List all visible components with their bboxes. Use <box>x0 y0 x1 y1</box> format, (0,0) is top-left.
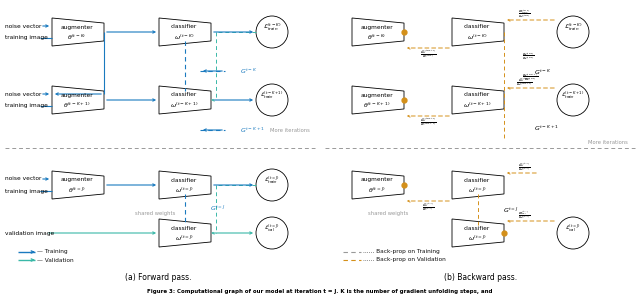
Text: $\frac{\partial G_t^{(t-K+1)}}{\partial\theta^{(t-K)}}$: $\frac{\partial G_t^{(t-K+1)}}{\partial\… <box>420 48 436 60</box>
Text: $\theta^{(t-K)}$: $\theta^{(t-K)}$ <box>67 32 86 42</box>
Circle shape <box>557 16 589 48</box>
Polygon shape <box>352 171 404 199</box>
Text: $G^{t=J}$: $G^{t=J}$ <box>503 205 518 215</box>
Polygon shape <box>452 18 504 46</box>
Text: shared weights: shared weights <box>368 211 408 216</box>
Text: $\mathcal{L}^{(t-K+1)}_{train}$: $\mathcal{L}^{(t-K+1)}_{train}$ <box>260 89 284 101</box>
Text: augmenter: augmenter <box>361 92 394 97</box>
Text: noise vector: noise vector <box>5 176 42 181</box>
Text: $G^{t-K+1}$: $G^{t-K+1}$ <box>534 123 559 133</box>
Text: ...... Back-prop on Training: ...... Back-prop on Training <box>363 249 440 255</box>
Text: classifier: classifier <box>464 225 490 230</box>
Text: $\theta^{(t-K+1)}$: $\theta^{(t-K+1)}$ <box>63 100 91 110</box>
Text: $\mathcal{L}^{(t=J)}_{val}$: $\mathcal{L}^{(t=J)}_{val}$ <box>264 222 280 234</box>
Text: $\mathcal{L}^{(t=J)}_{train}$: $\mathcal{L}^{(t=J)}_{train}$ <box>264 174 280 186</box>
Text: shared weights: shared weights <box>134 211 175 216</box>
Circle shape <box>557 84 589 116</box>
Circle shape <box>256 169 288 201</box>
Text: $\frac{\partial G_t^{(t=J)}}{\partial\theta^{(t=J)}}$: $\frac{\partial G_t^{(t=J)}}{\partial\th… <box>422 201 434 213</box>
Polygon shape <box>452 171 504 199</box>
Text: (a) Forward pass.: (a) Forward pass. <box>125 274 191 282</box>
Text: augmenter: augmenter <box>361 24 394 29</box>
Polygon shape <box>52 86 104 114</box>
Text: $\theta^{(t-K)}$: $\theta^{(t-K)}$ <box>367 32 387 42</box>
Text: $\frac{\partial\omega^{(t-K)}}{\partial\omega^{(t-K)}}$: $\frac{\partial\omega^{(t-K)}}{\partial\… <box>522 52 534 62</box>
Text: $\frac{\partial\mathcal{L}^{(t=J)}_{val}}{\partial\omega^{(t=J)}}$: $\frac{\partial\mathcal{L}^{(t=J)}_{val}… <box>518 209 530 221</box>
Text: validation image: validation image <box>5 230 54 236</box>
Text: $G^{t-K}$: $G^{t-K}$ <box>240 66 257 76</box>
Text: $\frac{\partial \mathcal{L}^{(t-K)}_{train}}{\partial\omega^{(t-K)}}$: $\frac{\partial \mathcal{L}^{(t-K)}_{tra… <box>518 8 531 20</box>
Text: $\omega^{(t=J)}$: $\omega^{(t=J)}$ <box>468 185 486 195</box>
Text: — Training: — Training <box>37 249 68 255</box>
Text: noise vector: noise vector <box>5 23 42 29</box>
Text: $G^{t-K+1}$: $G^{t-K+1}$ <box>240 125 265 135</box>
Text: classifier: classifier <box>171 24 197 29</box>
Text: $\omega^{(t-K+1)}$: $\omega^{(t-K+1)}$ <box>170 100 198 110</box>
Text: $\frac{\partial G_t^{(t=J)}}{\partial\omega^{(t=J)}}$: $\frac{\partial G_t^{(t=J)}}{\partial\om… <box>518 161 530 173</box>
Text: $\frac{\partial\omega^{(t-K+1)}}{\partial\omega^{(t-K)}}$: $\frac{\partial\omega^{(t-K+1)}}{\partia… <box>522 73 538 83</box>
Text: training image: training image <box>5 103 48 108</box>
Text: $G^{t-K}$: $G^{t-K}$ <box>534 67 552 77</box>
Text: augmenter: augmenter <box>361 178 394 182</box>
Text: $\omega^{(t-K+1)}$: $\omega^{(t-K+1)}$ <box>463 100 492 110</box>
Text: training image: training image <box>5 36 48 40</box>
Text: — Validation: — Validation <box>37 257 74 263</box>
Circle shape <box>557 217 589 249</box>
Polygon shape <box>52 171 104 199</box>
Circle shape <box>256 16 288 48</box>
Text: $\theta^{(t=J)}$: $\theta^{(t=J)}$ <box>68 185 86 195</box>
Text: classifier: classifier <box>464 24 490 29</box>
Text: classifier: classifier <box>171 92 197 97</box>
Text: augmenter: augmenter <box>61 178 93 182</box>
Circle shape <box>256 84 288 116</box>
Text: $\theta^{(t=J)}$: $\theta^{(t=J)}$ <box>368 185 386 195</box>
Text: $\frac{\partial G_t^{(t-K)}}{\partial\omega^{(t-K+1)}}$: $\frac{\partial G_t^{(t-K)}}{\partial\om… <box>516 76 532 88</box>
Text: classifier: classifier <box>171 225 197 230</box>
Polygon shape <box>452 86 504 114</box>
Polygon shape <box>352 86 404 114</box>
Text: $\mathcal{L}^{(t-K+1)}_{train}$: $\mathcal{L}^{(t-K+1)}_{train}$ <box>561 89 585 101</box>
Polygon shape <box>159 18 211 46</box>
Text: ...... Back-prop on Validation: ...... Back-prop on Validation <box>363 257 445 263</box>
Polygon shape <box>52 18 104 46</box>
Polygon shape <box>352 18 404 46</box>
Text: $\mathcal{L}^{(t=J)}_{val}$: $\mathcal{L}^{(t=J)}_{val}$ <box>565 222 580 234</box>
Circle shape <box>256 217 288 249</box>
Text: $\theta^{(t-K+1)}$: $\theta^{(t-K+1)}$ <box>364 100 390 110</box>
Text: $\omega^{(t-K)}$: $\omega^{(t-K)}$ <box>174 32 194 42</box>
Text: noise vector: noise vector <box>5 91 42 97</box>
Text: Figure 3: Computational graph of our model at iteration t = J. K is the number o: Figure 3: Computational graph of our mod… <box>147 288 493 293</box>
Text: $\omega^{(t-K)}$: $\omega^{(t-K)}$ <box>467 32 487 42</box>
Polygon shape <box>159 86 211 114</box>
Text: (b) Backward pass.: (b) Backward pass. <box>444 274 518 282</box>
Text: $\omega^{(t=J)}$: $\omega^{(t=J)}$ <box>468 233 486 243</box>
Text: $\omega^{(t=J)}$: $\omega^{(t=J)}$ <box>175 185 193 195</box>
Text: $\mathcal{L}^{(t-K)}_{train}$: $\mathcal{L}^{(t-K)}_{train}$ <box>263 21 281 33</box>
Polygon shape <box>159 171 211 199</box>
Text: $\mathcal{L}^{(t-K)}_{train}$: $\mathcal{L}^{(t-K)}_{train}$ <box>564 21 582 33</box>
Polygon shape <box>159 219 211 247</box>
Text: augmenter: augmenter <box>61 24 93 29</box>
Text: $G^{t=J}$: $G^{t=J}$ <box>210 203 225 213</box>
Text: $\frac{\partial G_t^{(t-K+1)}}{\partial\theta^{(t-K+1)}}$: $\frac{\partial G_t^{(t-K+1)}}{\partial\… <box>420 116 436 128</box>
Text: training image: training image <box>5 189 48 194</box>
Polygon shape <box>452 219 504 247</box>
Text: classifier: classifier <box>464 178 490 182</box>
Text: classifier: classifier <box>171 178 197 182</box>
Text: $\omega^{(t=J)}$: $\omega^{(t=J)}$ <box>175 233 193 243</box>
Text: augmenter: augmenter <box>61 92 93 97</box>
Text: More iterations: More iterations <box>270 127 310 132</box>
Text: More iterations: More iterations <box>588 140 628 146</box>
Text: classifier: classifier <box>464 92 490 97</box>
